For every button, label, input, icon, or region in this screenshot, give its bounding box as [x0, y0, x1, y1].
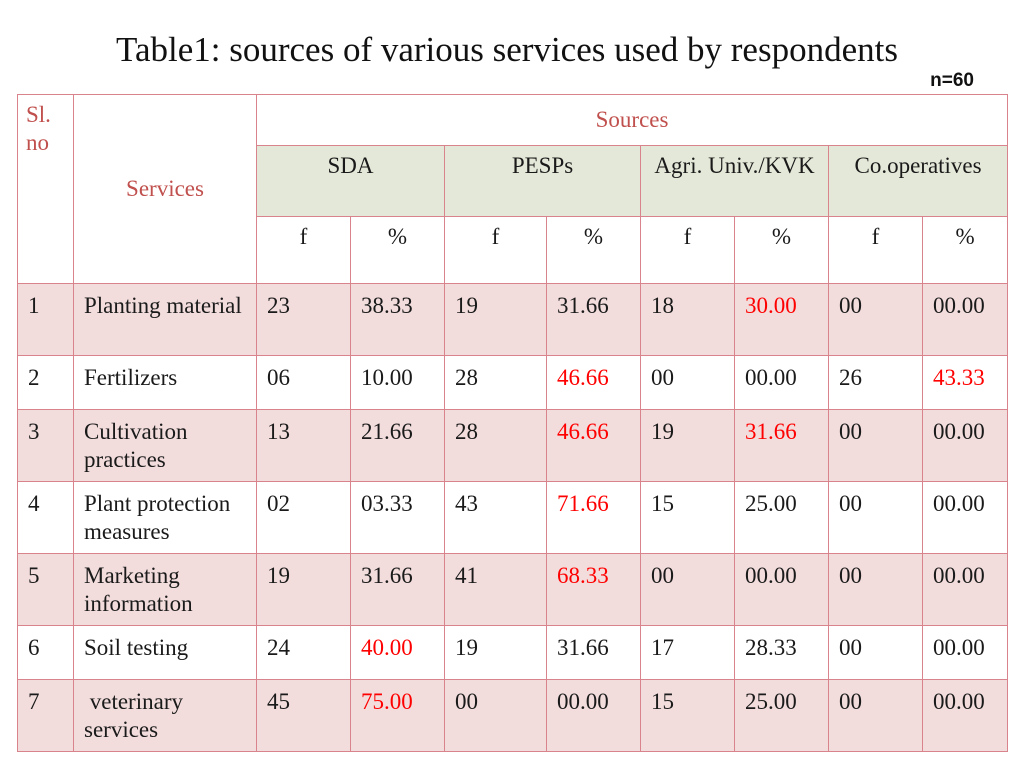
frequency-cell: 13 [256, 409, 351, 482]
table-row: 3 Cultivation practices 13 21.66 28 46.66 19 31… [17, 409, 1009, 482]
row-slno: 7 [17, 679, 74, 752]
subheader-f: f [444, 216, 547, 284]
frequency-cell: 00 [640, 355, 735, 410]
percent-cell: 31.66 [734, 409, 829, 482]
percent-cell: 46.66 [546, 409, 641, 482]
frequency-cell: 19 [640, 409, 735, 482]
frequency-cell: 19 [444, 625, 547, 680]
percent-cell: 00.00 [921, 679, 1009, 752]
row-service: Soil testing [73, 625, 257, 680]
subheader-f: f [828, 216, 923, 284]
subheader-f: f [256, 216, 351, 284]
frequency-cell: 26 [828, 355, 923, 410]
row-slno: 4 [17, 481, 74, 554]
percent-cell: 38.33 [350, 283, 445, 356]
services-header: Services [73, 94, 257, 284]
frequency-cell: 17 [640, 625, 735, 680]
percent-cell: 31.66 [350, 553, 445, 626]
group-header-sda: SDA [256, 145, 445, 217]
table-row: 1 Planting material 23 38.33 19 31.66 18 30.00 0… [17, 283, 1009, 356]
row-service: Plant protection measures [73, 481, 257, 554]
percent-cell: 10.00 [350, 355, 445, 410]
row-slno: 6 [17, 625, 74, 680]
percent-cell: 00.00 [734, 355, 829, 410]
frequency-cell: 19 [256, 553, 351, 626]
frequency-cell: 00 [828, 553, 923, 626]
percent-cell: 40.00 [350, 625, 445, 680]
frequency-cell: 28 [444, 355, 547, 410]
percent-cell: 68.33 [546, 553, 641, 626]
row-service: Cultivation practices [73, 409, 257, 482]
percent-cell: 00.00 [921, 625, 1009, 680]
frequency-cell: 00 [828, 283, 923, 356]
frequency-cell: 24 [256, 625, 351, 680]
group-header-pesps: PESPs [444, 145, 641, 217]
percent-cell: 00.00 [921, 283, 1009, 356]
row-slno: 1 [17, 283, 74, 356]
frequency-cell: 00 [828, 679, 923, 752]
frequency-cell: 43 [444, 481, 547, 554]
frequency-cell: 23 [256, 283, 351, 356]
percent-cell: 03.33 [350, 481, 445, 554]
percent-cell: 46.66 [546, 355, 641, 410]
percent-cell: 43.33 [921, 355, 1009, 410]
percent-cell: 75.00 [350, 679, 445, 752]
frequency-cell: 00 [828, 625, 923, 680]
percent-cell: 00.00 [921, 409, 1009, 482]
percent-cell: 25.00 [734, 481, 829, 554]
percent-cell: 71.66 [546, 481, 641, 554]
percent-cell: 00.00 [921, 481, 1009, 554]
frequency-cell: 19 [444, 283, 547, 356]
percent-cell: 00.00 [734, 553, 829, 626]
frequency-cell: 15 [640, 481, 735, 554]
frequency-cell: 41 [444, 553, 547, 626]
table-row: 2 Fertilizers 06 10.00 28 46.66 00 00.00 26 43.33 [17, 355, 1009, 410]
percent-cell: 31.66 [546, 283, 641, 356]
subheader-f: f [640, 216, 735, 284]
percent-cell: 25.00 [734, 679, 829, 752]
row-slno: 3 [17, 409, 74, 482]
percent-cell: 21.66 [350, 409, 445, 482]
row-slno: 5 [17, 553, 74, 626]
frequency-cell: 15 [640, 679, 735, 752]
frequency-cell: 28 [444, 409, 547, 482]
subheader-percent: % [734, 216, 829, 284]
subheader-percent: % [921, 216, 1009, 284]
table-row: 7 veterinary services 45 75.00 00 00.00 15 25.… [17, 679, 1009, 752]
row-service: veterinary services [73, 679, 257, 752]
frequency-cell: 06 [256, 355, 351, 410]
frequency-cell: 02 [256, 481, 351, 554]
frequency-cell: 00 [828, 481, 923, 554]
percent-cell: 00.00 [546, 679, 641, 752]
group-header-agri-univ: Agri. Univ./KVK [640, 145, 829, 217]
services-table: Sl. no Services Sources SDA PESPs Agri. … [17, 94, 1009, 752]
sources-header: Sources [255, 94, 1009, 146]
percent-cell: 00.00 [921, 553, 1009, 626]
frequency-cell: 45 [256, 679, 351, 752]
frequency-cell: 18 [640, 283, 735, 356]
row-service: Marketing information [73, 553, 257, 626]
row-service: Planting material [73, 283, 257, 356]
sample-size-note: n=60 [930, 70, 974, 91]
percent-cell: 31.66 [546, 625, 641, 680]
frequency-cell: 00 [640, 553, 735, 626]
row-service: Fertilizers [73, 355, 257, 410]
page-title: Table1: sources of various services used… [116, 30, 898, 69]
table-row: 5 Marketing information 19 31.66 41 68.33 00 00… [17, 553, 1009, 626]
table-row: 4 Plant protection measures 02 03.33 43 71.66… [17, 481, 1009, 554]
subheader-percent: % [350, 216, 445, 284]
slno-header: Sl. no [17, 94, 74, 284]
table-row: 6 Soil testing 24 40.00 19 31.66 17 28.33 00 00.0… [17, 625, 1009, 680]
percent-cell: 30.00 [734, 283, 829, 356]
row-slno: 2 [17, 355, 74, 410]
frequency-cell: 00 [828, 409, 923, 482]
frequency-cell: 00 [444, 679, 547, 752]
subheader-percent: % [546, 216, 641, 284]
percent-cell: 28.33 [734, 625, 829, 680]
group-header-cooperatives: Co.operatives [827, 145, 1009, 217]
